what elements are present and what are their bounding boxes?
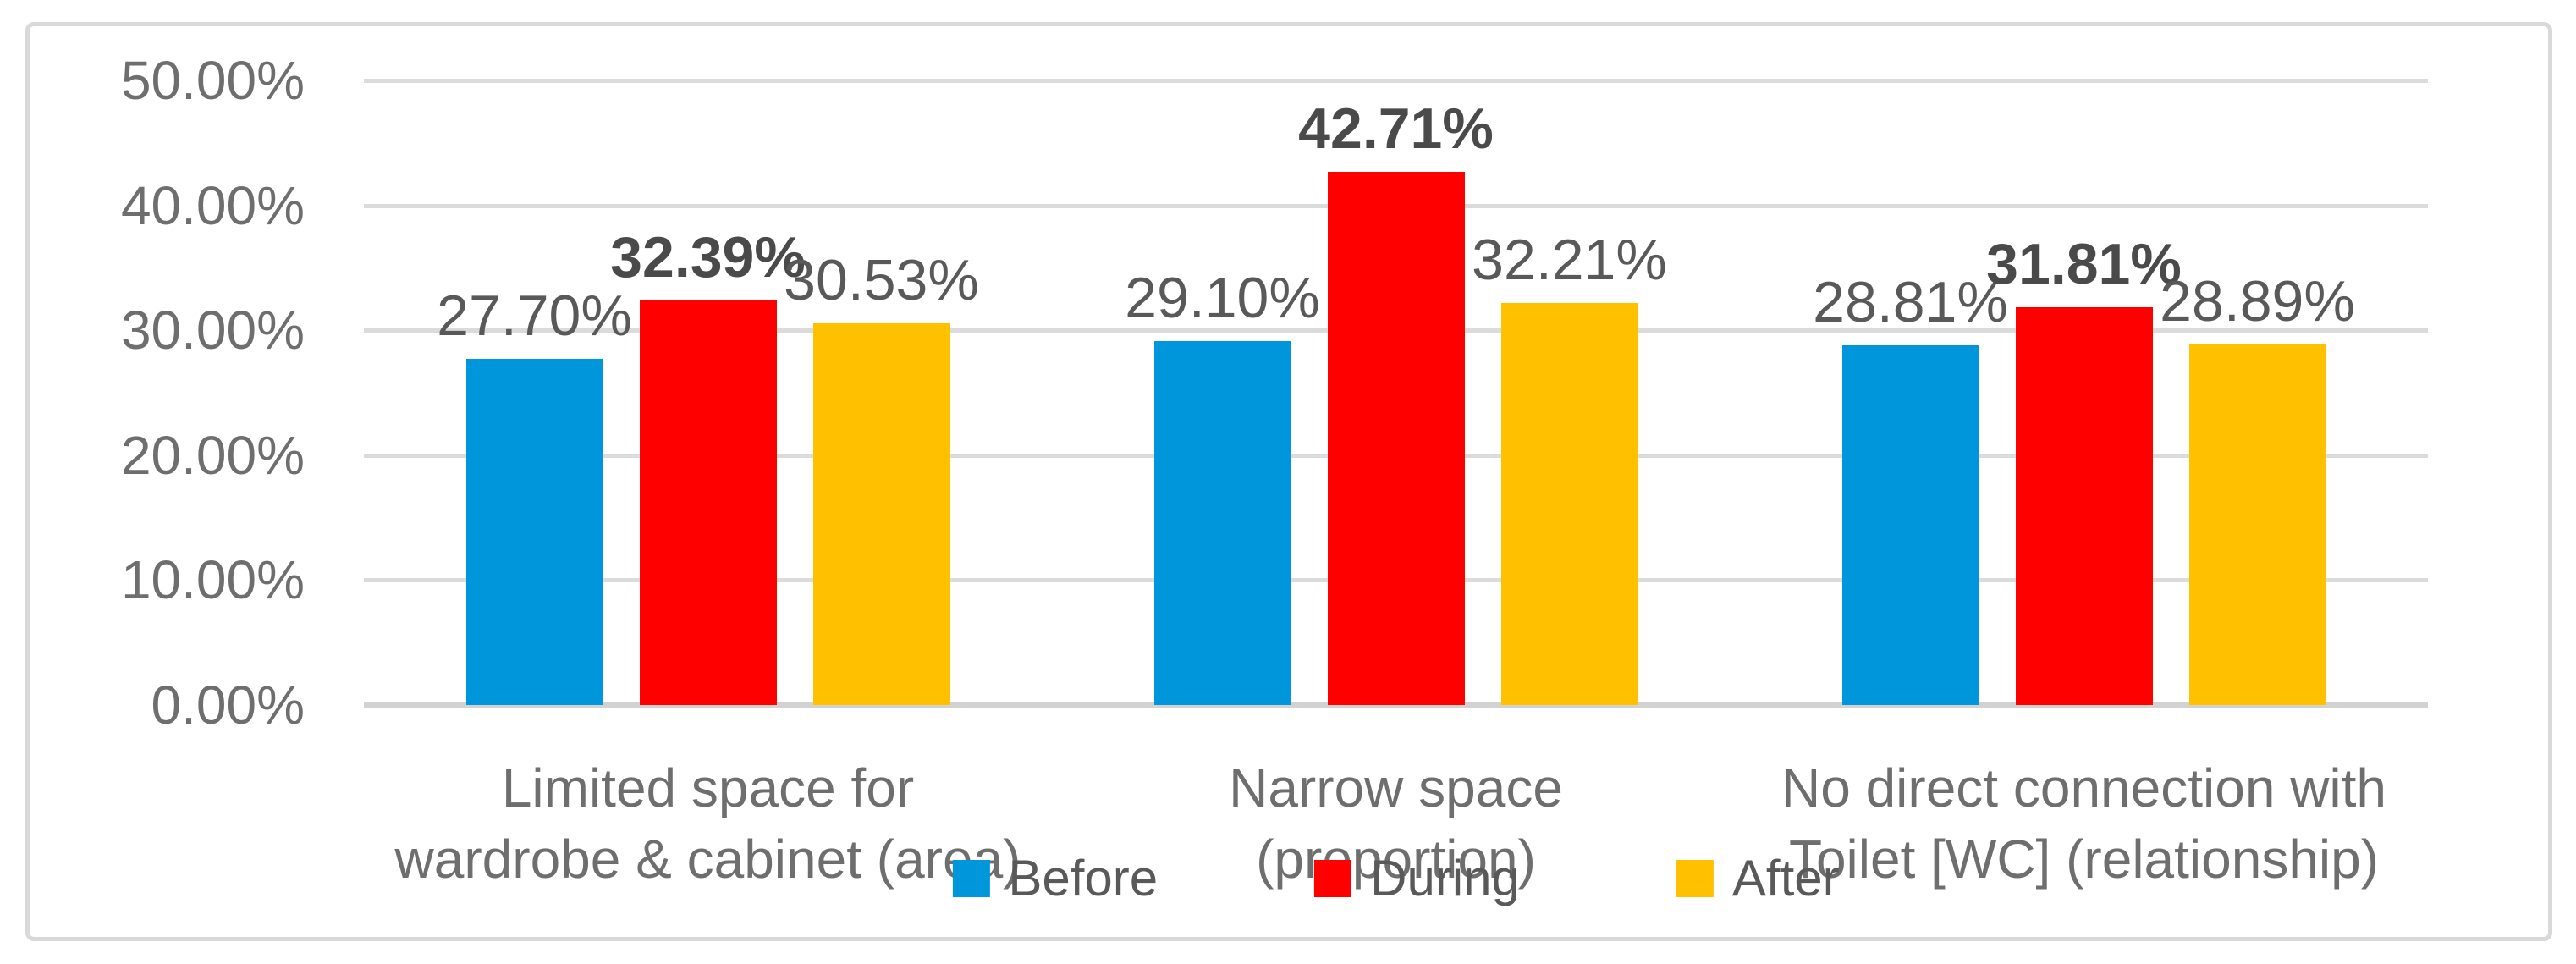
bar-after-category3[interactable] (2188, 344, 2326, 705)
legend-item-during[interactable]: During (1314, 849, 1520, 907)
data-label-before-category2: 29.10% (1125, 266, 1320, 331)
data-label-after-category3: 28.89% (2160, 268, 2355, 333)
bar-during-category1[interactable] (639, 300, 777, 705)
y-tick-label-20.00%: 20.00% (120, 424, 305, 486)
data-label-after-category1: 30.53% (784, 248, 979, 313)
legend-swatch-during (1314, 859, 1352, 897)
x-category-label-3: No direct connection with Toilet [WC] (r… (1781, 757, 2387, 890)
data-label-after-category2: 32.21% (1472, 227, 1667, 292)
legend-swatch-after (1676, 859, 1714, 897)
bar-during-category2[interactable] (1327, 171, 1465, 705)
bar-during-category3[interactable] (2015, 307, 2153, 705)
y-tick-label-40.00%: 40.00% (120, 174, 305, 236)
y-tick-label-10.00%: 10.00% (120, 549, 305, 611)
x-axis-line (364, 702, 2428, 708)
bar-before-category3[interactable] (1841, 344, 1979, 705)
x-category-label-2: Narrow space (proportion) (1229, 757, 1563, 890)
bar-after-category1[interactable] (812, 323, 950, 705)
data-label-before-category3: 28.81% (1813, 269, 2008, 334)
data-label-during-category1: 32.39% (610, 224, 806, 289)
legend-item-after[interactable]: After (1676, 849, 1840, 907)
y-tick-label-0.00%: 0.00% (151, 675, 305, 735)
legend: Before During After (952, 849, 1840, 907)
legend-swatch-before (952, 859, 990, 897)
y-tick-label-50.00%: 50.00% (120, 50, 305, 111)
data-label-before-category1: 27.70% (437, 284, 632, 349)
data-label-during-category3: 31.81% (1986, 232, 2182, 297)
bar-before-category1[interactable] (465, 359, 603, 705)
legend-item-before[interactable]: Before (952, 849, 1158, 907)
x-category-label-1: Limited space for wardrobe & cabinet (ar… (394, 757, 1021, 890)
legend-label-before: Before (1008, 850, 1159, 906)
data-label-during-category2: 42.71% (1298, 96, 1494, 161)
legend-label-after: After (1731, 850, 1840, 906)
bar-before-category2[interactable] (1153, 341, 1291, 705)
legend-label-during: During (1370, 850, 1520, 906)
bar-after-category2[interactable] (1500, 302, 1638, 705)
gridline-50 (364, 79, 2428, 83)
y-tick-label-30.00%: 30.00% (120, 300, 305, 361)
